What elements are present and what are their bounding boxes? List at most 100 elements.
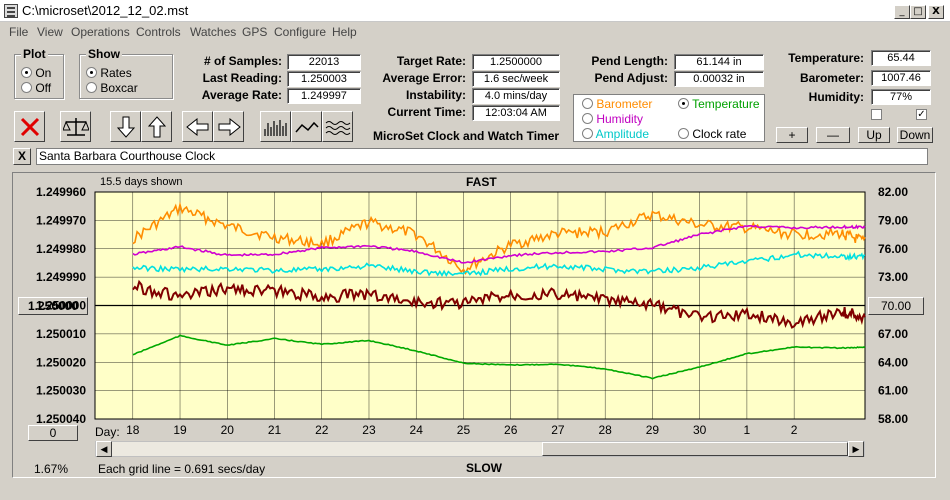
right-axis-labels: 82.00 79.00 76.00 73.00 67.00 64.00 61.00 58.00 [878, 185, 908, 426]
radio-icon [678, 128, 689, 139]
check-icon: ✓ [917, 109, 926, 120]
line-graph-icon [294, 121, 319, 132]
stop-button[interactable] [14, 111, 45, 142]
overlay-amplitude-label: Amplitude [595, 127, 650, 141]
left-tick-label: 1.250020 [36, 355, 86, 369]
menu-gps[interactable]: GPS [242, 25, 268, 39]
radio-icon [582, 98, 593, 109]
plot-off-radio[interactable]: Off [21, 81, 51, 95]
checkbox-right[interactable]: ✓ [916, 109, 927, 120]
instability-label: Instability: [405, 88, 466, 102]
up-arrow-button[interactable] [141, 111, 172, 142]
menu-view[interactable]: View [37, 25, 63, 39]
series-temperature [132, 334, 866, 380]
right-arrow-button[interactable] [213, 111, 244, 142]
menu-file[interactable]: File [9, 25, 29, 39]
arrow-right-icon [218, 117, 241, 136]
series-lines [132, 201, 866, 380]
menu-operations[interactable]: Operations [71, 25, 130, 39]
horizontal-scrollbar[interactable]: ◀ ▶ [95, 441, 865, 457]
left-tick-label: 1.250000 [36, 299, 86, 313]
plus-button[interactable]: + [776, 127, 808, 143]
overlay-barometer-radio[interactable]: Barometer [582, 97, 652, 111]
menu-controls[interactable]: Controls [136, 25, 181, 39]
right-tick-label: 67.00 [878, 327, 908, 341]
barometer-field: 1007.46 [871, 70, 931, 86]
pend-adjust-field: 0.00032 in [674, 71, 764, 87]
left-tick-label: 1.249970 [36, 213, 86, 227]
histogram-button[interactable] [260, 111, 291, 142]
clock-name-input[interactable]: Santa Barbara Courthouse Clock [36, 148, 928, 165]
down-arrow-button[interactable] [110, 111, 141, 142]
zero-button[interactable]: 0 [28, 425, 78, 441]
x-tick-label: 29 [646, 423, 660, 437]
x-tick-label: 20 [221, 423, 235, 437]
left-axis-labels: 1.249960 1.249970 1.249980 1.249990 1.250000… [36, 185, 86, 426]
target-rate-field[interactable]: 1.2500000 [472, 54, 560, 70]
overlay-temperature-radio[interactable]: Temperature [678, 97, 760, 111]
target-rate-label: Target Rate: [396, 54, 466, 68]
center-temp-button[interactable]: 70.00 [868, 297, 924, 315]
right-tick-label: 64.00 [878, 355, 908, 369]
graph-line-button[interactable] [291, 111, 322, 142]
checkbox-left[interactable] [871, 109, 882, 120]
percent-label: 1.67% [34, 462, 69, 476]
close-button[interactable]: X [928, 5, 944, 19]
right-tick-label: 82.00 [878, 185, 908, 199]
left-arrow-button[interactable] [182, 111, 213, 142]
show-boxcar-radio[interactable]: Boxcar [86, 81, 138, 95]
average-error-label: Average Error: [382, 71, 466, 85]
overlay-clock-rate-radio[interactable]: Clock rate [678, 127, 746, 141]
x-tick-label: 22 [315, 423, 329, 437]
triangle-right-icon: ▶ [852, 444, 860, 454]
maximize-button[interactable]: □ [910, 5, 926, 19]
menu-configure[interactable]: Configure [274, 25, 327, 39]
app-icon[interactable] [4, 4, 18, 18]
samples-field: 22013 [287, 54, 361, 70]
scroll-right-button[interactable]: ▶ [848, 441, 864, 457]
show-rates-radio[interactable]: Rates [86, 66, 132, 80]
overlay-selector: Barometer Temperature Humidity Amplitude… [573, 94, 765, 142]
red-x-icon [20, 117, 39, 136]
plot-on-radio[interactable]: On [21, 66, 51, 80]
last-reading-label: Last Reading: [202, 71, 282, 85]
show-boxcar-label: Boxcar [100, 81, 138, 95]
scroll-left-button[interactable]: ◀ [96, 441, 112, 457]
radio-icon [678, 98, 689, 109]
left-tick-label: 1.249960 [36, 185, 86, 199]
clear-name-button[interactable]: X [13, 148, 31, 165]
temperature-field: 65.44 [871, 50, 931, 66]
x-tick-label: 1 [744, 423, 751, 437]
overlay-clock-rate-label: Clock rate [692, 127, 747, 141]
minimize-button[interactable]: _ [894, 5, 910, 19]
show-group-legend: Show [86, 47, 122, 61]
menu-help[interactable]: Help [332, 25, 357, 39]
current-time-label: Current Time: [387, 105, 466, 119]
pend-length-field[interactable]: 61.144 in [674, 54, 764, 70]
balance-button[interactable] [60, 111, 91, 142]
overlay-humidity-radio[interactable]: Humidity [582, 112, 643, 126]
overlay-amplitude-radio[interactable]: Amplitude [582, 127, 649, 141]
graph-wave-button[interactable] [322, 111, 353, 142]
series-clock-rate [132, 279, 866, 329]
x-tick-label: 21 [268, 423, 282, 437]
show-group: Show Rates Boxcar [79, 47, 173, 99]
series-humidity [132, 224, 866, 264]
down-button[interactable]: Down [897, 127, 933, 143]
arrow-down-icon [116, 116, 135, 138]
grid-lines [95, 191, 865, 420]
x-tick-label: 30 [693, 423, 707, 437]
left-tick-label: 1.249990 [36, 270, 86, 284]
minus-button[interactable]: — [816, 127, 850, 143]
chart-panel [12, 172, 936, 478]
menu-watches[interactable]: Watches [190, 25, 237, 39]
scroll-thumb[interactable] [542, 442, 848, 456]
histogram-icon [263, 119, 287, 136]
average-error-field: 1.6 sec/week [472, 71, 560, 87]
humidity-field: 77% [871, 89, 931, 105]
center-rate-button[interactable]: 1.250000 [18, 297, 88, 315]
plot-off-label: Off [35, 81, 52, 95]
x-tick-label: 24 [410, 423, 424, 437]
up-button[interactable]: Up [858, 127, 890, 143]
